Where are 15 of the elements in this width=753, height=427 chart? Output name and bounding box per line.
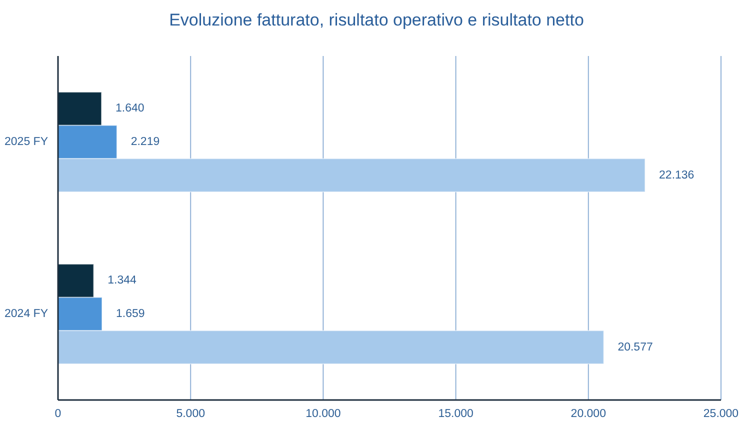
x-tick-label: 10.000 xyxy=(306,408,341,420)
x-tick-label: 0 xyxy=(54,408,62,420)
data-label: 22.136 xyxy=(659,169,694,182)
data-label: 1.640 xyxy=(115,102,144,115)
data-label: 2.219 xyxy=(130,136,160,148)
chart-title: Evoluzione fatturato, risultato operativo e risultato netto xyxy=(169,10,584,30)
x-tick-label: 5.000 xyxy=(176,408,205,420)
y-tick-label: 2024 FY xyxy=(4,308,48,320)
x-tick-label: 15.000 xyxy=(438,408,474,420)
x-tick-label: 20.000 xyxy=(570,408,606,420)
data-label: 1.344 xyxy=(108,274,138,287)
y-tick-label: 2025 FY xyxy=(4,136,48,148)
x-tick-label: 25.000 xyxy=(703,408,739,420)
data-label: 20.577 xyxy=(618,341,653,354)
data-label: 1.659 xyxy=(116,308,145,320)
